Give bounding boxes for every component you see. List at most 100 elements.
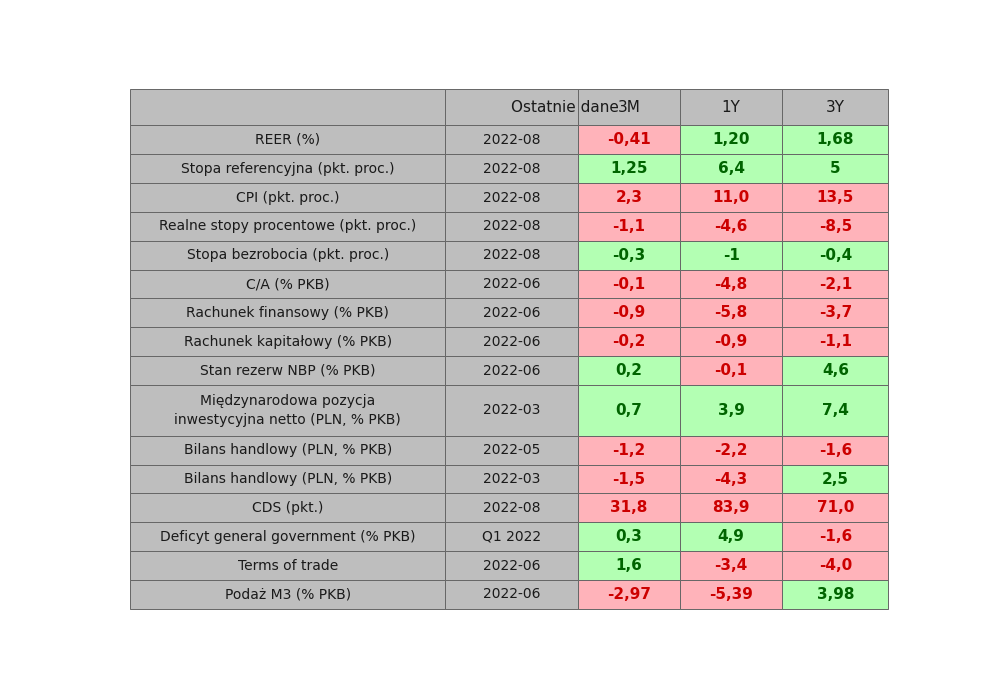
Text: 2022-08: 2022-08 <box>482 248 540 262</box>
Text: -4,8: -4,8 <box>715 276 747 292</box>
Text: -1,6: -1,6 <box>819 443 852 457</box>
Bar <box>680 464 782 493</box>
Text: Q1 2022: Q1 2022 <box>482 530 541 544</box>
Text: 3,98: 3,98 <box>817 587 854 602</box>
Bar <box>130 240 445 269</box>
Bar <box>680 240 782 269</box>
Text: -2,97: -2,97 <box>606 587 651 602</box>
Text: -4,0: -4,0 <box>819 558 852 573</box>
Text: 13,5: 13,5 <box>817 190 854 205</box>
Bar <box>445 212 578 240</box>
Bar <box>445 89 578 125</box>
Text: REER (%): REER (%) <box>255 133 320 146</box>
Bar <box>130 89 445 125</box>
Bar <box>445 464 578 493</box>
Bar <box>445 493 578 522</box>
Bar <box>578 154 680 183</box>
Text: -1,5: -1,5 <box>612 471 645 486</box>
Text: 2022-06: 2022-06 <box>482 277 540 291</box>
Text: Realne stopy procentowe (pkt. proc.): Realne stopy procentowe (pkt. proc.) <box>159 219 416 234</box>
Text: 2022-03: 2022-03 <box>483 404 540 417</box>
Bar <box>680 212 782 240</box>
Bar <box>130 154 445 183</box>
Text: -4,3: -4,3 <box>715 471 747 486</box>
Bar <box>782 522 889 551</box>
Text: 0,7: 0,7 <box>615 403 642 418</box>
Bar <box>578 436 680 464</box>
Text: 31,8: 31,8 <box>610 500 647 515</box>
Bar <box>680 356 782 385</box>
Bar <box>782 125 889 154</box>
Text: 2022-08: 2022-08 <box>482 501 540 515</box>
Bar <box>578 551 680 580</box>
Text: -3,7: -3,7 <box>819 305 852 321</box>
Text: 4,9: 4,9 <box>718 529 745 545</box>
Bar <box>680 385 782 436</box>
Bar <box>782 212 889 240</box>
Text: -1,1: -1,1 <box>612 219 645 234</box>
Bar <box>680 522 782 551</box>
Text: Międzynarodowa pozycja
inwestycyjna netto (PLN, % PKB): Międzynarodowa pozycja inwestycyjna nett… <box>174 394 402 426</box>
Bar <box>578 240 680 269</box>
Bar <box>130 299 445 328</box>
Text: -8,5: -8,5 <box>819 219 852 234</box>
Bar <box>445 580 578 609</box>
Text: CPI (pkt. proc.): CPI (pkt. proc.) <box>236 191 340 205</box>
Bar <box>782 551 889 580</box>
Text: -1,2: -1,2 <box>612 443 645 457</box>
Text: -0,1: -0,1 <box>715 363 747 378</box>
Bar <box>578 522 680 551</box>
Text: -2,1: -2,1 <box>819 276 852 292</box>
Bar <box>578 125 680 154</box>
Text: 2022-06: 2022-06 <box>482 306 540 320</box>
Bar <box>680 299 782 328</box>
Text: -4,6: -4,6 <box>715 219 747 234</box>
Bar <box>130 580 445 609</box>
Bar <box>578 328 680 356</box>
Bar <box>445 328 578 356</box>
Bar <box>782 385 889 436</box>
Text: -0,2: -0,2 <box>612 334 645 349</box>
Text: -0,4: -0,4 <box>819 247 852 263</box>
Bar <box>680 580 782 609</box>
Bar <box>578 299 680 328</box>
Text: 2022-08: 2022-08 <box>482 191 540 205</box>
Text: Stopa bezrobocia (pkt. proc.): Stopa bezrobocia (pkt. proc.) <box>187 248 389 262</box>
Text: 5: 5 <box>830 161 841 176</box>
Text: 3,9: 3,9 <box>718 403 745 418</box>
Bar <box>130 269 445 299</box>
Bar <box>782 464 889 493</box>
Bar <box>680 183 782 212</box>
Bar <box>782 240 889 269</box>
Text: 2022-03: 2022-03 <box>483 472 540 486</box>
Text: -0,9: -0,9 <box>612 305 645 321</box>
Text: -0,41: -0,41 <box>607 132 651 147</box>
Text: 2022-08: 2022-08 <box>482 162 540 176</box>
Text: 2022-08: 2022-08 <box>482 133 540 146</box>
Text: 6,4: 6,4 <box>718 161 745 176</box>
Text: CDS (pkt.): CDS (pkt.) <box>252 501 323 515</box>
Bar <box>130 212 445 240</box>
Bar <box>680 125 782 154</box>
Text: Ostatnie dane: Ostatnie dane <box>511 100 619 115</box>
Text: 1,6: 1,6 <box>615 558 642 573</box>
Bar <box>445 436 578 464</box>
Text: Stopa referencyjna (pkt. proc.): Stopa referencyjna (pkt. proc.) <box>181 162 395 176</box>
Bar <box>445 522 578 551</box>
Text: Bilans handlowy (PLN, % PKB): Bilans handlowy (PLN, % PKB) <box>184 443 392 457</box>
Text: -0,9: -0,9 <box>715 334 747 349</box>
Text: 83,9: 83,9 <box>713 500 749 515</box>
Bar <box>445 269 578 299</box>
Text: Stan rezerw NBP (% PKB): Stan rezerw NBP (% PKB) <box>200 363 376 377</box>
Bar <box>130 522 445 551</box>
Text: -1,1: -1,1 <box>819 334 852 349</box>
Text: 11,0: 11,0 <box>713 190 749 205</box>
Text: 1Y: 1Y <box>722 100 741 115</box>
Bar <box>445 299 578 328</box>
Bar <box>680 269 782 299</box>
Text: 0,3: 0,3 <box>615 529 642 545</box>
Text: 2022-06: 2022-06 <box>482 363 540 377</box>
Text: -2,2: -2,2 <box>715 443 747 457</box>
Bar <box>578 385 680 436</box>
Bar <box>445 183 578 212</box>
